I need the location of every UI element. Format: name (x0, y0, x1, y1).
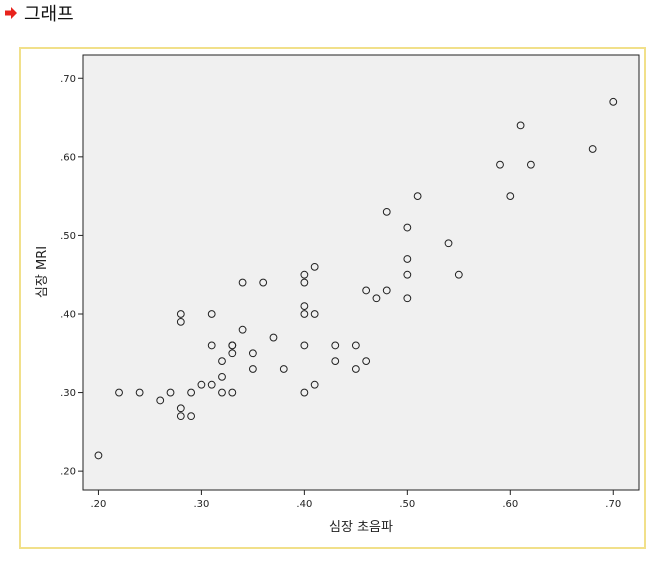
data-point (207, 310, 216, 318)
data-point (382, 207, 391, 216)
data-point (300, 302, 309, 311)
data-point (609, 97, 618, 106)
data-point (207, 380, 216, 389)
data-point (300, 310, 309, 318)
data-point (115, 388, 123, 397)
data-point (238, 278, 247, 287)
data-point (279, 365, 288, 373)
x-axis-title: 심장 초음파 (329, 520, 393, 535)
x-tick-label: .40 (296, 499, 312, 510)
data-point (197, 380, 206, 389)
data-point (187, 388, 196, 397)
data-point (506, 192, 515, 201)
plot-area (82, 54, 640, 491)
data-point (516, 121, 525, 130)
data-point (331, 341, 340, 350)
data-point (331, 357, 340, 366)
data-point (403, 255, 412, 263)
y-tick-label: .50 (60, 231, 76, 242)
data-point (228, 341, 237, 350)
data-point (351, 341, 360, 350)
data-point (218, 388, 226, 397)
y-tick-label: .30 (60, 388, 76, 399)
x-tick-label: .30 (193, 499, 209, 510)
data-point (403, 270, 412, 279)
data-point (403, 223, 412, 232)
data-point (228, 349, 237, 358)
data-point (300, 270, 309, 279)
y-tick-label: .40 (60, 309, 76, 320)
data-point (413, 192, 422, 201)
data-point (300, 388, 309, 397)
data-point (300, 278, 309, 287)
data-point (166, 388, 175, 397)
x-tick-label: .50 (399, 499, 415, 510)
data-point (238, 325, 247, 334)
data-point (248, 365, 257, 373)
data-point (362, 357, 371, 366)
x-tick-label: .70 (605, 499, 621, 510)
data-point (372, 294, 381, 303)
data-point (310, 262, 319, 271)
data-point (310, 310, 319, 318)
y-axis-title: 심장 MRI (35, 246, 50, 298)
data-point (207, 341, 216, 350)
data-point (156, 396, 165, 405)
data-point (454, 270, 463, 279)
data-point (310, 380, 319, 389)
data-point (269, 333, 278, 342)
data-point (218, 372, 226, 381)
data-point (259, 278, 268, 287)
data-point (94, 451, 103, 460)
data-point (187, 412, 196, 421)
data-point (362, 286, 371, 295)
data-point (176, 412, 185, 421)
data-point (351, 365, 360, 373)
section-title: 그래프 (24, 4, 74, 25)
data-point (228, 388, 237, 397)
y-tick-label: .70 (60, 74, 76, 85)
data-point (176, 404, 185, 413)
x-tick-label: .60 (502, 499, 518, 510)
y-tick-label: .20 (60, 467, 76, 478)
data-point (218, 357, 226, 366)
data-point (248, 349, 257, 358)
data-point (403, 294, 412, 303)
arrow-right-icon (5, 7, 17, 19)
data-point (496, 160, 504, 169)
data-point (176, 310, 185, 318)
x-tick-label: .20 (90, 499, 106, 510)
data-point (382, 286, 391, 295)
data-point (444, 239, 453, 248)
section-header: 그래프 (4, 2, 74, 25)
data-point (135, 388, 144, 397)
data-point (588, 145, 597, 153)
data-point (300, 341, 309, 350)
data-point (526, 160, 535, 169)
y-tick-label: .60 (60, 152, 76, 163)
data-point (176, 317, 185, 326)
